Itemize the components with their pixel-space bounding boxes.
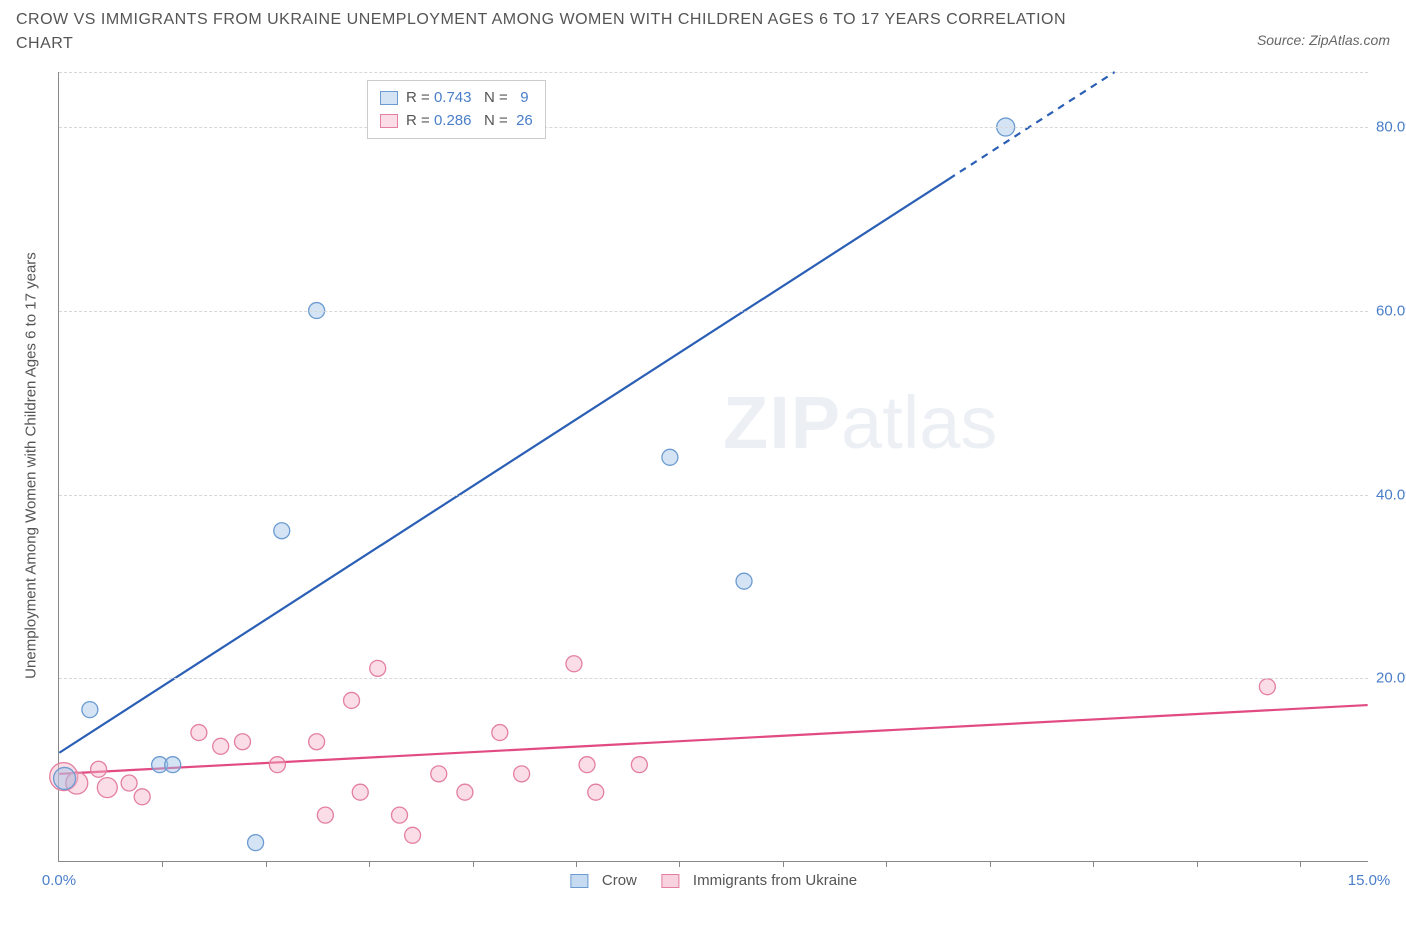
chart-area: Unemployment Among Women with Children A… [16,72,1390,912]
scatter-plot: ZIPatlas 20.0%40.0%60.0%80.0%0.0%15.0%R … [58,72,1368,862]
y-tick-label: 60.0% [1376,302,1406,319]
legend-swatch [380,91,398,105]
legend-row: R = 0.286 N = 26 [380,110,533,133]
x-tick [1093,861,1094,867]
correlation-stats-legend: R = 0.743 N = 9R = 0.286 N = 26 [367,80,546,139]
legend-item: Immigrants from Ukraine [661,872,857,889]
x-tick [990,861,991,867]
x-tick [679,861,680,867]
legend-swatch [380,114,398,128]
x-tick [1197,861,1198,867]
y-tick-label: 80.0% [1376,119,1406,136]
x-tick [369,861,370,867]
legend-label: Immigrants from Ukraine [693,872,857,889]
gridline [59,72,1368,73]
x-tick [783,861,784,867]
x-tick [576,861,577,867]
chart-title: CROW VS IMMIGRANTS FROM UKRAINE UNEMPLOY… [16,8,1116,56]
gridline [59,495,1368,496]
legend-row: R = 0.743 N = 9 [380,87,533,110]
legend-swatch [661,874,679,888]
gridline [59,678,1368,679]
x-tick [266,861,267,867]
x-tick-label: 0.0% [42,872,76,889]
source-attribution: Source: ZipAtlas.com [1257,32,1390,48]
y-tick-label: 20.0% [1376,670,1406,687]
legend-swatch [570,874,588,888]
x-tick [1300,861,1301,867]
series-legend: Crow Immigrants from Ukraine [570,872,857,889]
legend-item: Crow [570,872,637,889]
x-tick [886,861,887,867]
gridline [59,127,1368,128]
x-tick-label: 15.0% [1348,872,1391,889]
gridline [59,311,1368,312]
y-axis-label: Unemployment Among Women with Children A… [23,56,40,876]
y-tick-label: 40.0% [1376,486,1406,503]
x-tick [162,861,163,867]
legend-label: Crow [602,872,637,889]
x-tick [473,861,474,867]
